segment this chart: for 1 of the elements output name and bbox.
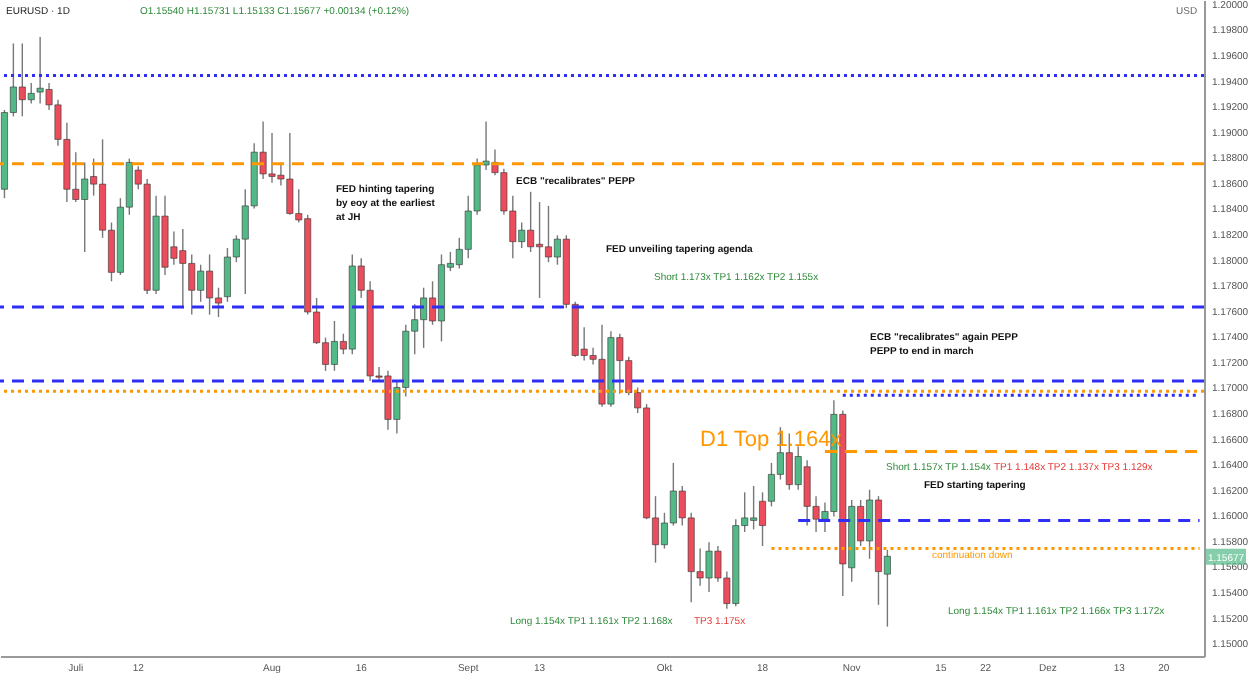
candlestick: [27, 82, 35, 105]
